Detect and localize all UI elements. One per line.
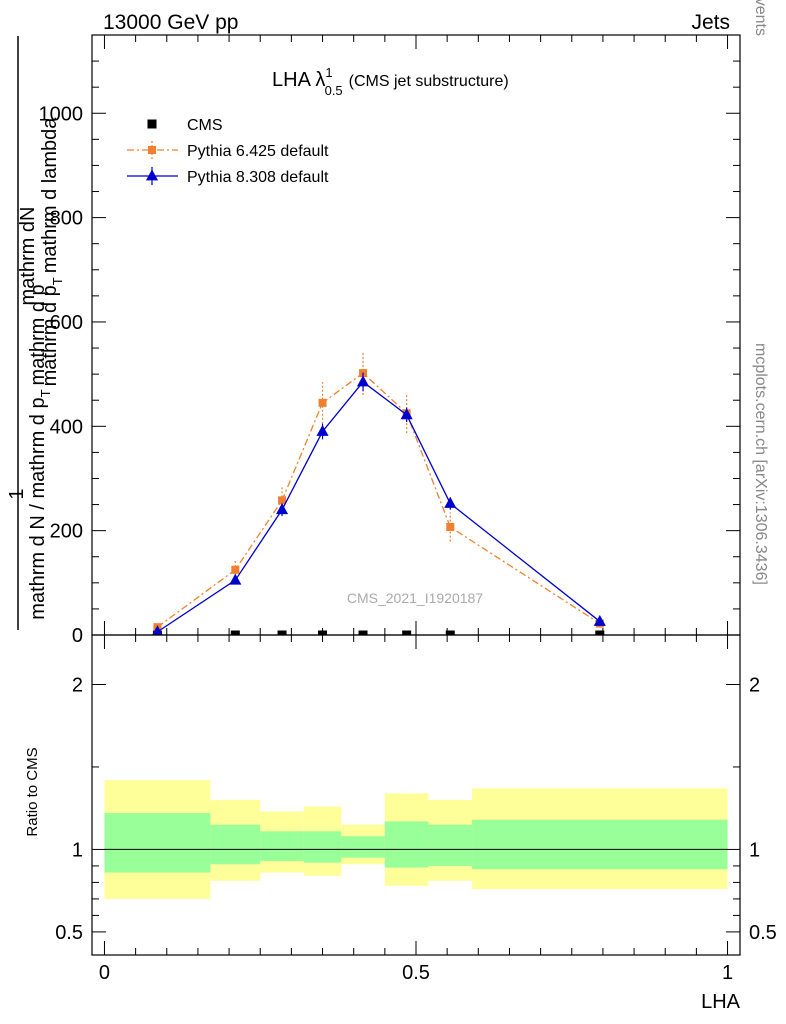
point-pythia8: [444, 496, 457, 508]
point-pythia8: [356, 375, 370, 387]
point-pythia8: [229, 573, 242, 585]
point-pythia8: [593, 614, 606, 626]
point-cms: [277, 630, 287, 635]
ratio-band-inner: [428, 824, 473, 866]
legend-entry-pythia8: Pythia 8.308 default: [127, 167, 329, 186]
point-pythia6: [318, 398, 327, 407]
ratio-y-tick-label: 0.5: [55, 922, 83, 944]
ratio-band-inner: [384, 821, 429, 868]
legend-entry-pythia6: Pythia 6.425 default: [127, 141, 329, 160]
point-cms: [402, 630, 412, 635]
y-tick-label: 1000: [39, 103, 84, 125]
point-pythia8: [275, 503, 289, 515]
mcplots-label: mcplots.cern.ch [arXiv:1306.3436]: [752, 343, 769, 585]
x-tick-label: 1: [722, 962, 733, 984]
point-pythia6: [231, 565, 240, 574]
header-left: 13000 GeV pp: [103, 11, 238, 34]
ratio-band-inner: [341, 836, 385, 858]
legend-label: Pythia 8.308 default: [187, 169, 329, 186]
y-tick-label: 0: [72, 625, 83, 647]
rivet-label: Rivet 3.1.10, ≥ 400k events: [752, 0, 769, 36]
ylabel-extra: mathrm d N / mathrm d pTmathrm d p: [27, 284, 53, 619]
legend-label: CMS: [187, 117, 223, 134]
y-tick-label: 800: [50, 208, 83, 230]
ratio-y-tick-label-right: 2: [749, 674, 760, 696]
point-cms: [230, 630, 240, 635]
series-pythia8: [152, 372, 606, 635]
series-line-pythia6: [157, 372, 601, 628]
ratio-y-tick-label-right: 1: [749, 839, 760, 861]
legend-marker: [145, 169, 159, 181]
legend: CMS Pythia 6.425 default Pythia 8.308 defa…: [127, 117, 329, 186]
point-pythia8: [400, 408, 413, 420]
ratio-band-inner: [260, 831, 304, 861]
ratio-band-inner: [210, 824, 261, 865]
point-cms: [358, 630, 368, 635]
legend-marker: [148, 146, 156, 154]
point-pythia6: [278, 496, 287, 505]
ratio-y-tick-label: 1: [72, 839, 83, 861]
point-pythia8: [316, 424, 329, 436]
point-pythia6: [446, 523, 455, 531]
legend-entry-cms: CMS: [147, 117, 223, 134]
legend-marker: [147, 119, 157, 129]
y-axis-label: mathrm dN mathrm d pTmathrm d lambda 1 m…: [6, 36, 65, 630]
ratio-y-tick-label: 2: [72, 674, 83, 696]
point-cms: [595, 630, 605, 635]
chart-title: LHA λ1 0.5(CMS jet substructure): [272, 65, 509, 98]
series-line-pythia8: [157, 381, 601, 633]
y-tick-label: 400: [50, 416, 83, 438]
ylabel-numerator-b: 1: [6, 488, 28, 499]
header-right: Jets: [691, 11, 730, 34]
x-tick-label: 0.5: [402, 962, 430, 984]
ratio-band-inner: [104, 813, 211, 873]
ratio-band-inner: [472, 819, 728, 870]
ratio-ylabel: Ratio to CMS: [24, 747, 41, 836]
ratio-y-tick-label-right: 0.5: [749, 922, 777, 944]
ratio-band-inner: [303, 831, 342, 863]
ylabel-numerator: mathrm dN: [17, 207, 39, 306]
x-axis-label: LHA: [701, 991, 741, 1013]
y-tick-label: 600: [50, 312, 83, 334]
point-cms: [445, 630, 455, 635]
watermark: CMS_2021_I1920187: [347, 590, 483, 606]
point-pythia8: [152, 625, 163, 635]
y-tick-label: 200: [50, 521, 83, 543]
ylabel-denominator: mathrm d pTmathrm d lambda: [39, 117, 65, 387]
x-tick-label: 0: [99, 962, 110, 984]
legend-label: Pythia 6.425 default: [187, 143, 329, 160]
